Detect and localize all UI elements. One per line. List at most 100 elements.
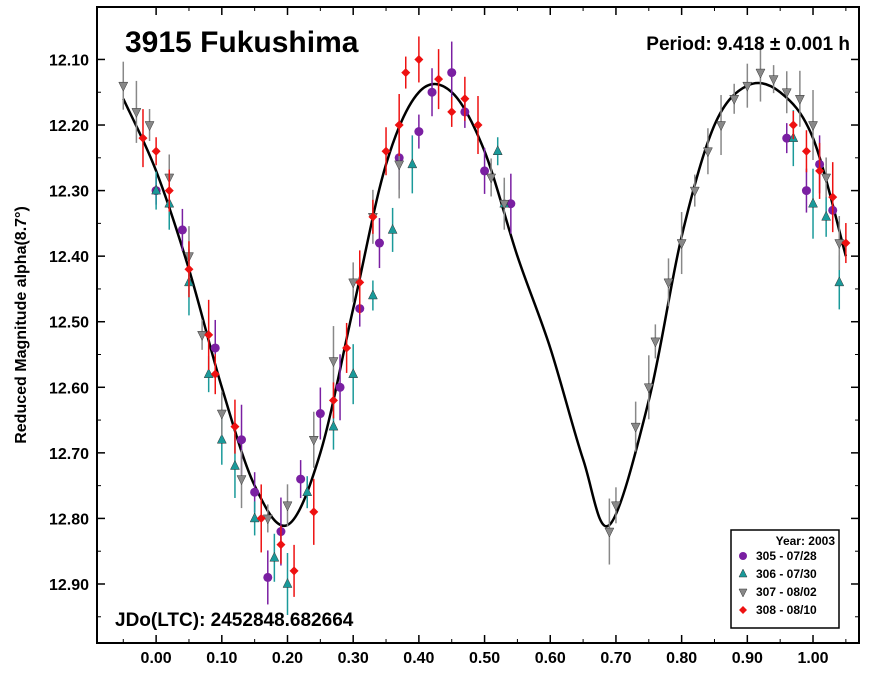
data-point [381, 127, 391, 176]
data-point [131, 80, 142, 143]
data-point [427, 68, 437, 117]
data-point [236, 450, 247, 509]
data-point [210, 354, 220, 395]
x-tick-label: 0.70 [600, 650, 631, 667]
legend-item: 306 - 07/30 [738, 567, 817, 581]
data-point [630, 401, 641, 452]
series-3 [118, 43, 845, 565]
data-point [138, 109, 148, 168]
data-point [309, 478, 319, 545]
x-tick-label: 0.10 [206, 650, 237, 667]
jdo-label: JDo(LTC): 2452848.682664 [115, 610, 354, 631]
legend-item: 308 - 08/10 [739, 603, 817, 617]
x-tick-label: 0.00 [141, 650, 172, 667]
data-point [151, 171, 162, 210]
data-point [355, 250, 365, 315]
data-point [794, 70, 805, 127]
data-point [407, 135, 418, 194]
data-point [249, 501, 260, 536]
y-tick-label: 12.30 [49, 184, 89, 201]
data-points-layer [118, 36, 851, 615]
plot-frame [96, 6, 860, 644]
x-tick-label: 0.20 [272, 650, 303, 667]
legend-label: 307 - 08/02 [756, 585, 817, 599]
data-point [755, 43, 766, 102]
data-point [282, 484, 293, 527]
data-point [473, 96, 483, 155]
data-point [486, 158, 497, 197]
x-tick-label: 1.00 [797, 650, 828, 667]
data-point [676, 212, 687, 275]
data-point [164, 169, 174, 212]
data-point [447, 41, 457, 104]
data-point [604, 498, 615, 565]
legend-label: 305 - 07/28 [756, 549, 817, 563]
data-point [703, 128, 713, 175]
x-axis-ticks: 0.00 0.10 0.20 0.30 0.40 0.50 0.60 0.70 0.80 0.90… [122, 7, 847, 667]
data-point [611, 487, 621, 524]
legend-item: 305 - 07/28 [739, 549, 817, 563]
x-tick-label: 0.30 [338, 650, 369, 667]
legend-marker [738, 568, 748, 578]
data-point [276, 525, 286, 564]
data-point [342, 322, 352, 373]
data-point [663, 258, 674, 307]
data-point [328, 382, 338, 419]
x-tick-label: 0.90 [732, 650, 763, 667]
y-tick-label: 12.50 [49, 315, 89, 332]
chart-title: 3915 Fukushima [125, 26, 359, 59]
data-point [289, 544, 299, 597]
data-point [643, 355, 654, 420]
data-point [230, 399, 240, 454]
data-point [480, 147, 490, 194]
data-point [506, 173, 516, 234]
legend-items: 305 - 07/28 306 - 07/30 307 - 08/02 308 - 0… [738, 549, 817, 617]
data-point [808, 168, 818, 239]
data-point [282, 552, 293, 615]
data-point [815, 142, 825, 199]
data-point [782, 123, 792, 154]
data-point [821, 157, 832, 198]
legend-marker [739, 606, 747, 614]
data-point [368, 199, 378, 234]
data-point [834, 216, 845, 271]
x-tick-label: 0.40 [403, 650, 434, 667]
y-tick-label: 12.10 [49, 52, 89, 69]
data-point [460, 76, 470, 121]
data-point [144, 109, 155, 142]
data-point [302, 476, 313, 509]
legend-label: 306 - 07/30 [756, 567, 817, 581]
data-point [781, 71, 792, 114]
data-point [184, 241, 194, 298]
data-point [348, 262, 359, 303]
legend-marker [738, 588, 748, 598]
y-tick-label: 12.90 [49, 577, 89, 594]
y-axis-ticks: 12.10 12.20 12.30 12.40 12.50 12.60 12.70 12.80… [49, 52, 859, 618]
data-point [801, 168, 811, 213]
data-point [650, 324, 661, 359]
y-axis-label: Reduced Magnitude alpha(8.7°) [13, 206, 30, 444]
data-point [492, 137, 503, 166]
data-point [768, 65, 779, 94]
data-point [742, 63, 753, 108]
data-point [841, 223, 851, 264]
data-point [256, 484, 266, 553]
legend-label: 308 - 08/10 [756, 603, 817, 617]
y-tick-label: 12.70 [49, 446, 89, 463]
legend-marker [739, 552, 747, 560]
data-point [828, 162, 838, 233]
data-point [394, 94, 404, 157]
y-tick-label: 12.60 [49, 380, 89, 397]
legend-item: 307 - 08/02 [738, 585, 817, 599]
data-point [296, 460, 306, 499]
data-point [414, 36, 424, 83]
data-point [716, 95, 726, 156]
data-point [414, 114, 424, 149]
data-point [269, 533, 280, 582]
data-point [197, 319, 208, 350]
data-point [177, 208, 187, 251]
data-point [821, 196, 832, 237]
data-point [204, 299, 214, 370]
legend-title: Year: 2003 [776, 534, 836, 548]
